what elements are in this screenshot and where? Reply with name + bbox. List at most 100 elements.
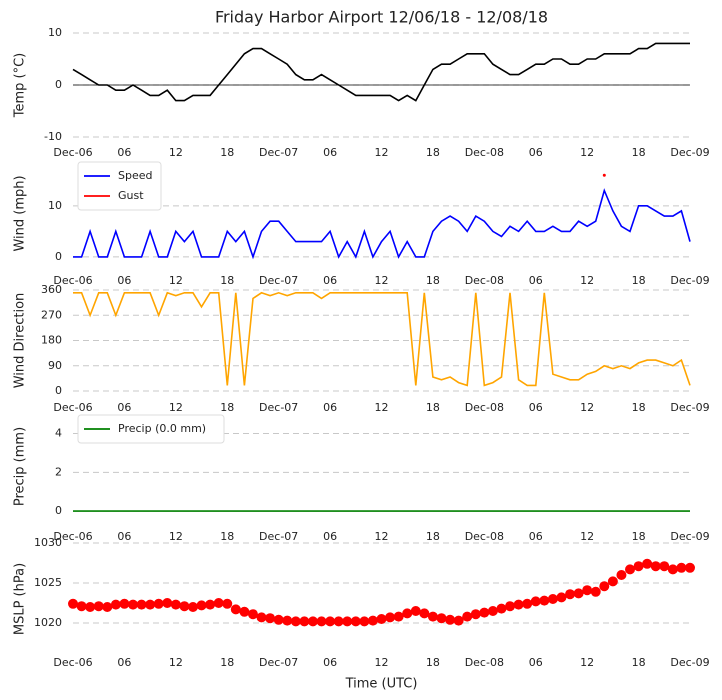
x-tick-label: 18 <box>220 401 234 414</box>
data-point <box>602 173 606 177</box>
data-point <box>565 589 576 600</box>
x-tick-label: Dec-07 <box>259 401 298 414</box>
x-tick-label: 12 <box>169 274 183 287</box>
x-tick-label: 06 <box>117 401 131 414</box>
x-tick-label: Dec-09 <box>670 656 709 669</box>
data-point <box>290 616 301 627</box>
data-point <box>102 602 113 612</box>
x-tick-label: Dec-07 <box>259 146 298 159</box>
data-point <box>307 616 318 627</box>
x-tick-label: 18 <box>426 146 440 159</box>
x-tick-label: 06 <box>529 656 543 669</box>
data-point <box>573 588 584 599</box>
x-tick-label: Dec-09 <box>670 530 709 543</box>
y-tick-label: 180 <box>41 334 62 347</box>
data-point <box>487 606 498 616</box>
data-line <box>72 42 690 102</box>
data-point <box>110 599 121 610</box>
x-tick-label: Dec-06 <box>53 401 92 414</box>
data-point <box>513 599 524 610</box>
data-point <box>127 599 138 610</box>
x-tick-label: 06 <box>529 530 543 543</box>
data-point <box>393 611 404 622</box>
x-tick-label: Dec-07 <box>259 530 298 543</box>
y-axis-label: MSLP (hPa) <box>13 563 28 635</box>
data-point <box>299 616 310 627</box>
data-point <box>556 592 567 603</box>
data-point <box>239 606 250 617</box>
data-point <box>685 562 695 573</box>
data-point <box>539 595 550 606</box>
data-point <box>342 616 353 627</box>
x-tick-label: Dec-08 <box>465 146 504 159</box>
x-tick-label: Dec-08 <box>465 530 504 543</box>
data-point <box>265 613 276 624</box>
x-tick-label: 12 <box>169 656 183 669</box>
data-point <box>213 598 224 608</box>
data-point <box>607 576 618 587</box>
data-point <box>282 615 293 626</box>
data-point <box>325 616 336 627</box>
x-tick-label: 12 <box>375 274 389 287</box>
x-tick-label: 12 <box>580 530 594 543</box>
legend-box <box>77 414 225 444</box>
data-point <box>196 600 207 611</box>
data-point <box>247 609 258 620</box>
y-tick-label: 2 <box>55 465 62 478</box>
data-point <box>187 602 198 612</box>
x-tick-label: 18 <box>426 401 440 414</box>
data-point <box>222 598 233 609</box>
data-point <box>445 614 456 625</box>
x-tick-label: Dec-09 <box>670 146 709 159</box>
x-tick-label: 12 <box>375 656 389 669</box>
x-tick-label: 06 <box>323 146 337 159</box>
y-axis-label: Wind Direction <box>13 293 28 389</box>
data-point <box>145 599 156 610</box>
y-tick-label: -10 <box>44 130 62 143</box>
x-tick-label: 12 <box>580 274 594 287</box>
x-tick-label: Dec-06 <box>53 530 92 543</box>
x-tick-label: 18 <box>426 274 440 287</box>
data-point <box>205 599 216 610</box>
x-tick-label: 06 <box>323 401 337 414</box>
x-tick-label: 06 <box>529 146 543 159</box>
x-tick-label: 12 <box>375 401 389 414</box>
panel: Wind Direction 0 90 180 270 360 Dec-06 06 12 18 De… <box>13 283 710 414</box>
data-point <box>659 561 670 572</box>
x-tick-label: 18 <box>632 401 646 414</box>
x-tick-label: 12 <box>169 530 183 543</box>
data-point <box>402 608 413 619</box>
data-point <box>505 601 516 612</box>
data-point <box>676 562 687 573</box>
y-tick-label: 10 <box>48 199 62 212</box>
panel: Wind (mph) 0 10 Dec-06 06 12 18 Dec-07 06 12 18 Dec… <box>13 161 710 287</box>
x-tick-label: Dec-08 <box>465 656 504 669</box>
data-point <box>385 612 396 623</box>
y-tick-label: 270 <box>41 308 62 321</box>
data-point <box>273 614 284 625</box>
data-point <box>316 616 327 627</box>
x-tick-label: 18 <box>220 146 234 159</box>
data-point <box>616 570 627 580</box>
y-tick-label: 1020 <box>34 616 62 629</box>
x-tick-label: Dec-07 <box>259 274 298 287</box>
x-tick-label: Dec-06 <box>53 274 92 287</box>
data-point <box>136 599 147 610</box>
x-tick-label: 12 <box>375 146 389 159</box>
data-point <box>436 613 447 624</box>
x-tick-label: Dec-09 <box>670 401 709 414</box>
data-point <box>633 561 644 572</box>
data-point <box>453 615 464 626</box>
y-tick-label: 1025 <box>34 576 62 589</box>
data-point <box>530 596 541 607</box>
x-tick-label: 06 <box>117 274 131 287</box>
data-line <box>73 291 691 387</box>
x-tick-label: 06 <box>529 401 543 414</box>
legend-box <box>77 161 162 211</box>
x-tick-label: 12 <box>580 401 594 414</box>
data-point <box>350 616 361 627</box>
x-tick-label: 18 <box>426 530 440 543</box>
data-point <box>625 564 636 575</box>
data-point <box>333 616 344 627</box>
data-point <box>76 601 87 612</box>
